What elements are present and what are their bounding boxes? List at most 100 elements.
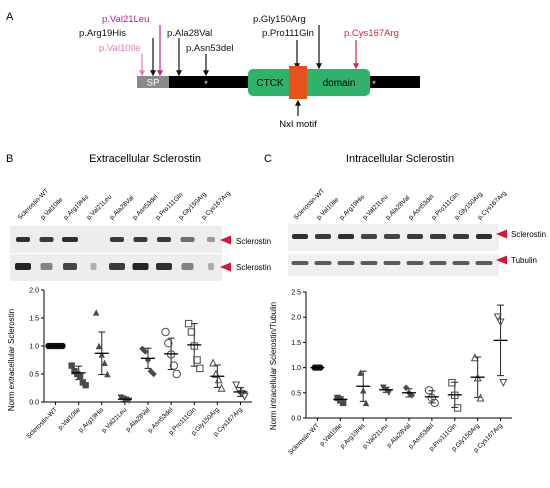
variant-label-gly150arg: p.Gly150Arg (253, 14, 306, 25)
panel-b-x-tick-label: p.Val21Leu (100, 406, 128, 434)
panel-b-sclerostin-band (63, 263, 77, 270)
panel-c-tubulin-band (452, 261, 470, 265)
panel-b-sclerostin-band (62, 237, 78, 242)
panel-b-data-point (232, 381, 241, 390)
panel-c-sclerostin-band (315, 234, 331, 239)
panel-b-y-axis-label: Norm extracellular Sclerostin (7, 309, 16, 411)
domain-label: domain (323, 78, 356, 89)
panel-b-data-point (209, 358, 218, 367)
variant-label-val21leu: p.Val21Leu (102, 14, 149, 25)
glycosylation-asterisk-1: * (204, 79, 208, 89)
panel-c-y-tick-label: 1.0 (291, 365, 301, 372)
panel-c-y-tick-label: 0.0 (291, 416, 301, 423)
panel-c-data-point (362, 399, 370, 407)
panel-b-data-point (187, 328, 196, 336)
panel-b-data-point (172, 369, 181, 379)
glycosylation-asterisk-2: * (372, 79, 376, 89)
panel-b-data-point (190, 342, 198, 350)
panel-b-data-point (196, 364, 204, 373)
panel-c-tubulin-band (383, 261, 401, 265)
panel-b-sclerostin-band (207, 237, 215, 242)
panel-b-sclerostin-band (15, 263, 31, 270)
panel-c-lane-labels: Sclerostin-WTp.Val10Ilep.Arg19Hisp.Val21… (292, 188, 508, 222)
panel-c-data-point (427, 393, 437, 403)
panel-c-label: C (264, 153, 272, 165)
variant-label-asn53del: p.Asn53del (186, 43, 234, 54)
panel-c-y-axis-label: Norm intracellular Sclerostin/Tubulin (269, 302, 278, 430)
panel-b-arrowhead-1 (220, 235, 231, 245)
panel-c-data-point (453, 404, 462, 412)
panel-c-title: Intracellular Sclerostin (346, 153, 454, 165)
panel-c-data-point (470, 353, 479, 362)
panel-b-arrowhead-2 (220, 262, 231, 272)
variant-label-val10ile: p.Val10Ile (99, 43, 141, 54)
panel-b-sclerostin-band (39, 237, 54, 242)
panel-b-data-point (169, 361, 179, 370)
panel-c-data-point (496, 318, 505, 327)
panel-c-x-tick-label: Sclerostin-WT (287, 422, 321, 456)
panel-c-data-point (499, 379, 508, 388)
panel-a-label: A (6, 11, 14, 23)
protein-schematic: SP CTCK domain * * NxI motif (137, 66, 420, 130)
ctck-label: CTCK (256, 78, 284, 89)
panel-c-sclerostin-band (292, 234, 308, 239)
panel-b-data-point (76, 373, 84, 380)
panel-b-sclerostin-band (110, 237, 124, 242)
variant-arrows (139, 25, 359, 77)
panel-b-data-point (184, 319, 193, 328)
panel-b-data-point (193, 356, 201, 364)
signal-peptide-box (137, 76, 169, 88)
panel-b-sclerostin-band (16, 237, 30, 242)
panel-b-data-point (211, 369, 220, 378)
panel-c-arrowhead-1 (496, 229, 507, 239)
panel-c-x-tick-label: p.Val21Leu (362, 422, 390, 450)
panel-b-data-point (101, 359, 108, 366)
variant-label-pro111gln: p.Pro111Gln (262, 28, 314, 39)
panel-b-sclerostin-band (133, 237, 148, 242)
panel-b-sclerostin-band (132, 263, 149, 270)
panel-b-data-point (142, 348, 149, 355)
panel-c-sclerostin-band (453, 234, 469, 239)
panel-b-sclerostin-band (181, 263, 194, 270)
panel-c-y-tick-label: 2.0 (291, 315, 301, 322)
panel-b-data-point (164, 339, 173, 348)
variant-label-ala28val: p.Ala28Val (167, 28, 212, 39)
panel-c-data-point (493, 313, 502, 322)
panel-c-y-tick-label: 0.5 (291, 390, 301, 397)
panel-c-arrowhead-2 (496, 255, 507, 265)
panel-b-data-point (92, 309, 100, 316)
panel-c-tubulin-band (406, 261, 424, 265)
panel-b-title: Extracellular Sclerostin (89, 153, 201, 165)
panel-c-lane-label: p.Val10Ile (315, 196, 340, 221)
panel-b-sclerostin-band (157, 237, 171, 242)
panel-c-data-point (430, 398, 439, 408)
panel-c-sclerostin-band (476, 234, 492, 239)
panel-c-blot-label-sclerostin: Sclerostin (511, 230, 546, 239)
variant-labels: p.Val21Leu p.Gly150Arg p.Arg19His p.Ala2… (79, 14, 399, 54)
nxi-motif-label: NxI motif (279, 119, 317, 130)
panel-b-sclerostin-band (90, 263, 97, 270)
panel-b-blot-label-1: Sclerostin (236, 237, 271, 246)
panel-c-sclerostin-band (430, 234, 446, 239)
panel-b-data-point (217, 383, 226, 392)
panel-c-data-point (424, 386, 434, 395)
panel-b-lane-label: p.Val10Ile (39, 196, 64, 221)
panel-b-y-tick-label: 1.0 (29, 344, 39, 351)
panel-b-sclerostin-band (156, 263, 172, 270)
panel-c-data-point (357, 369, 364, 376)
panel-c-tubulin-band (429, 261, 447, 265)
signal-peptide-label: SP (147, 78, 160, 89)
panel-b-scatter-plot: 0.00.51.01.52.0Sclerostin-WTp.Val10Ilep.… (25, 288, 252, 440)
panel-c-tubulin-band (475, 261, 493, 265)
panel-c-sclerostin-band (407, 234, 423, 239)
panel-c-scatter-plot: 0.00.51.01.52.02.5Sclerostin-WTp.Val10Il… (287, 290, 512, 456)
variant-label-cys167arg: p.Cys167Arg (344, 28, 399, 39)
panel-c-y-tick-label: 1.5 (291, 340, 301, 347)
panel-b-data-point (240, 392, 249, 401)
panel-b-y-tick-label: 2.0 (29, 288, 39, 295)
panel-b-x-tick-label: Sclerostin-WT (25, 406, 59, 440)
panel-b-data-point (82, 382, 89, 389)
panel-b-sclerostin-band (40, 263, 53, 270)
